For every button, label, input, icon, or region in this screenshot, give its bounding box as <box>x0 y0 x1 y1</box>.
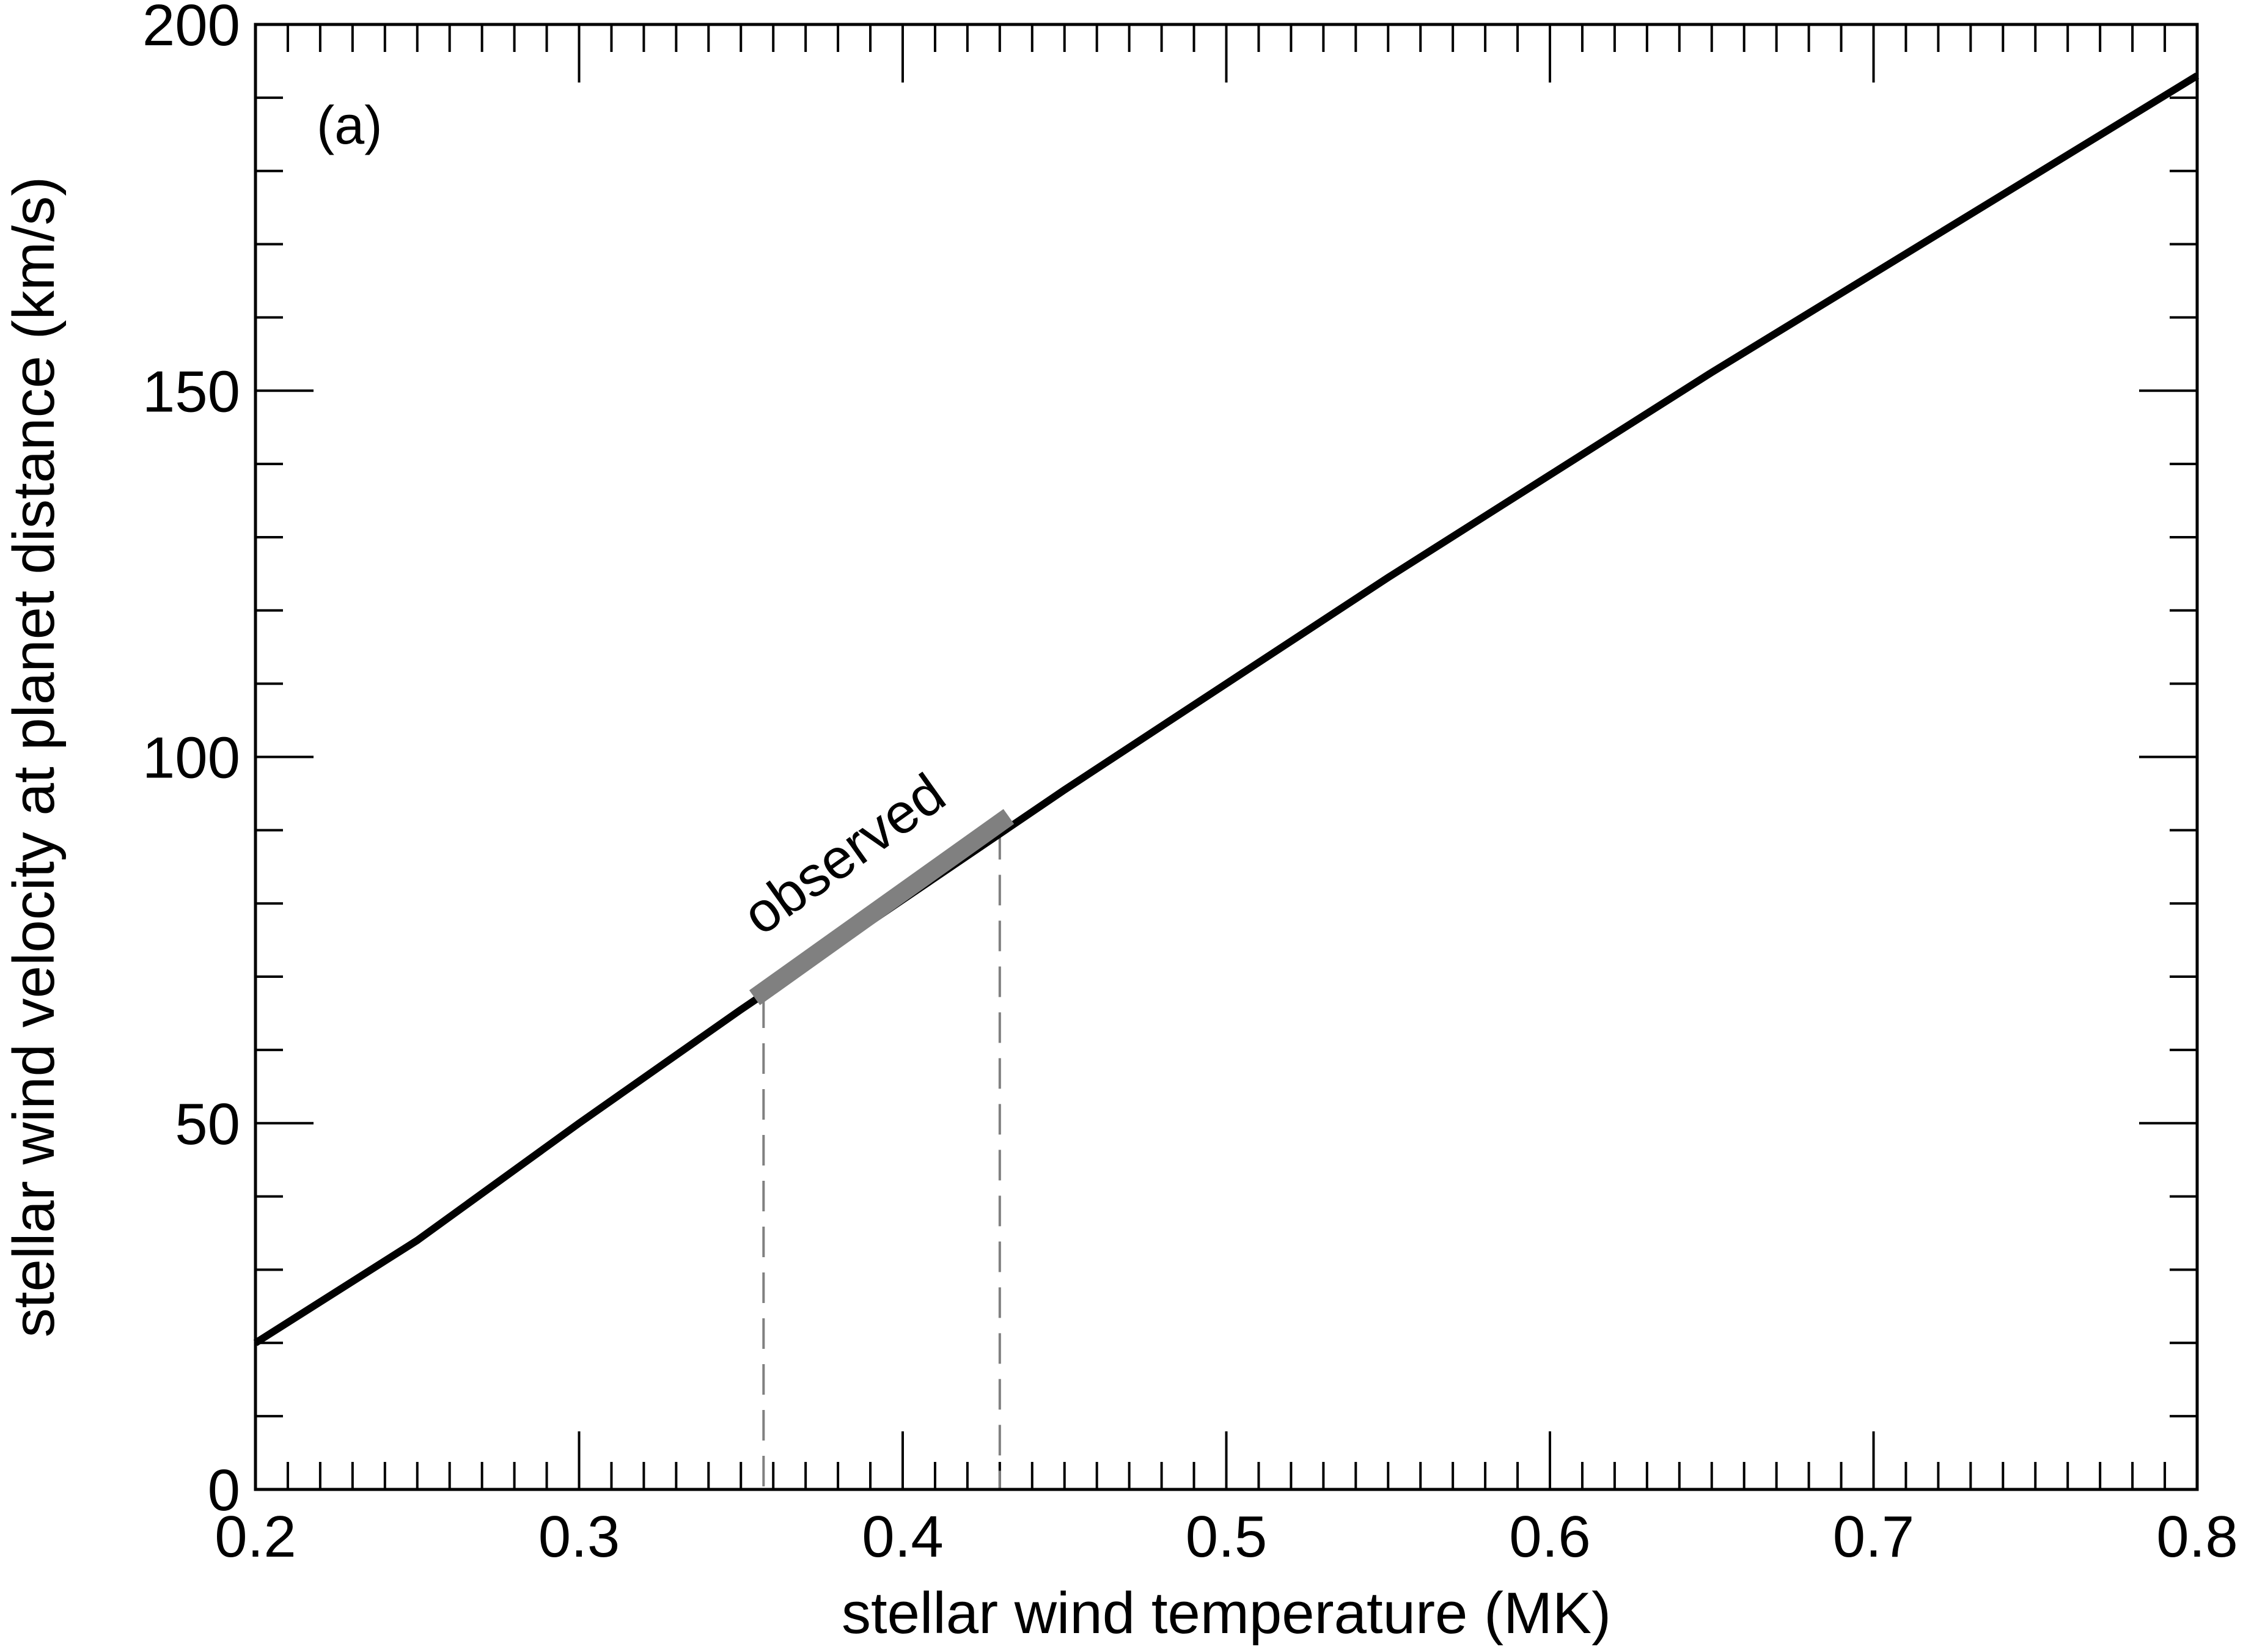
x-tick-label: 0.4 <box>862 1504 943 1569</box>
y-tick-label: 150 <box>142 359 240 424</box>
observed-segment <box>749 809 1015 1005</box>
observed-highlight-layer <box>749 809 1015 1005</box>
series-layer <box>253 72 2200 1346</box>
y-tick-label: 0 <box>208 1458 240 1523</box>
x-tick-label: 0.7 <box>1833 1504 1914 1569</box>
plot-frame <box>254 23 2199 1491</box>
x-tick-label: 0.6 <box>1509 1504 1590 1569</box>
y-tick-label: 50 <box>175 1092 240 1157</box>
major-ticks <box>254 23 2198 1491</box>
y-tick-labels: 0 50 100 150 200 <box>142 0 240 1523</box>
y-tick-label: 200 <box>142 0 240 58</box>
x-tick-label: 0.5 <box>1186 1504 1267 1569</box>
x-axis-label: stellar wind temperature (MK) <box>842 1580 1611 1646</box>
y-tick-label: 100 <box>142 725 240 791</box>
y-axis-label: stellar wind velocity at planet distance… <box>1 177 67 1337</box>
data-series-line <box>253 72 2200 1346</box>
observed-label: observed <box>732 762 956 947</box>
observed-range-guides <box>762 829 1001 1489</box>
x-tick-label: 0.2 <box>215 1504 296 1569</box>
x-tick-labels: 0.2 0.3 0.4 0.5 0.6 0.7 0.8 <box>215 1504 2237 1569</box>
x-tick-label: 0.3 <box>538 1504 620 1569</box>
minor-ticks <box>255 24 2197 1489</box>
x-tick-label: 0.8 <box>2156 1504 2237 1569</box>
panel-label: (a) <box>317 95 383 155</box>
